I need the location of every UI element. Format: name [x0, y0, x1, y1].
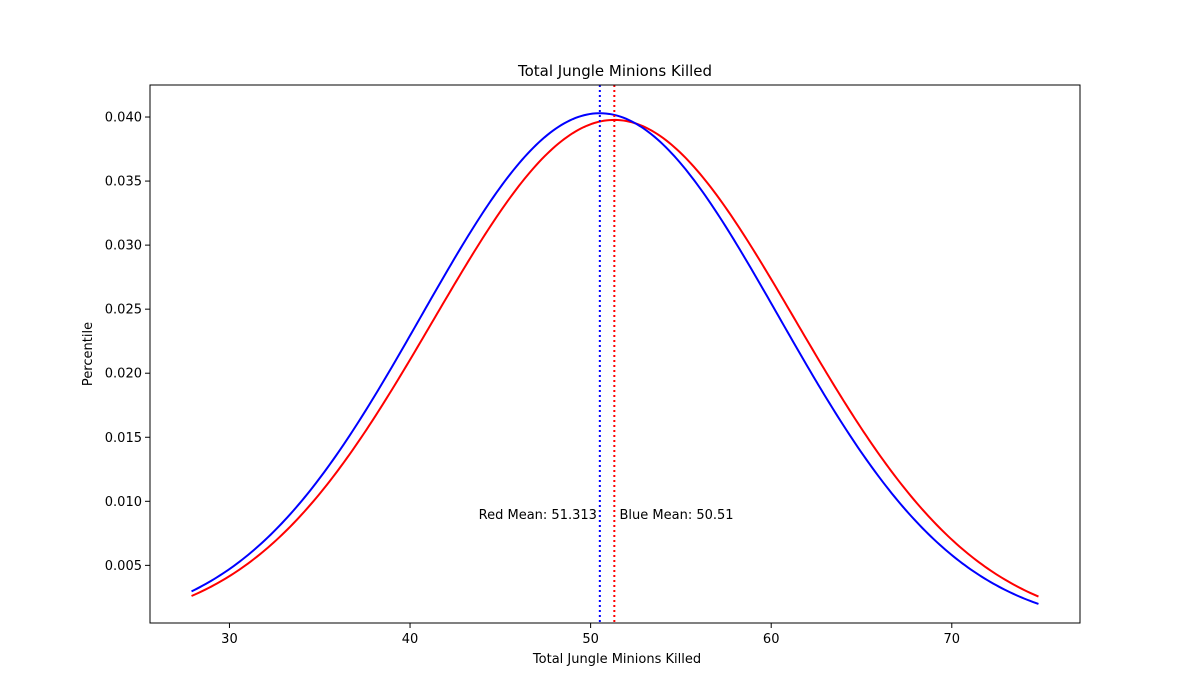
- x-tick-label: 30: [221, 632, 238, 647]
- y-tick-label: 0.005: [105, 559, 142, 574]
- y-tick-label: 0.020: [105, 367, 142, 382]
- plot-frame: [149, 84, 1081, 624]
- y-tick-label: 0.035: [105, 175, 142, 190]
- x-axis-label: Total Jungle Minions Killed: [532, 652, 701, 667]
- y-tick-label: 0.025: [105, 303, 142, 318]
- chart-title: Total Jungle Minions Killed: [517, 62, 712, 80]
- y-axis-label: Percentile: [81, 322, 96, 386]
- x-tick-label: 70: [944, 632, 961, 647]
- annotations-layer: Red Mean: 51.313 Blue Mean: 50.51: [479, 508, 734, 523]
- plot-background: [150, 85, 1080, 623]
- mean-annotation-1: Blue Mean: 50.51: [620, 508, 734, 523]
- y-tick-label: 0.030: [105, 239, 142, 254]
- plot-area: Red Mean: 51.313 Blue Mean: 50.51: [149, 84, 1081, 624]
- x-axis: 30 40 50 60 70: [221, 623, 960, 647]
- x-tick-label: 50: [582, 632, 599, 647]
- mean-annotation-0: Red Mean: 51.313: [479, 508, 597, 523]
- y-tick-label: 0.040: [105, 111, 142, 126]
- y-tick-label: 0.010: [105, 495, 142, 510]
- series-line-0: [191, 118, 1039, 598]
- x-tick-label: 60: [763, 632, 780, 647]
- y-axis: 0.005 0.010 0.015 0.020 0.025 0.030 0.035 0.040: [105, 111, 150, 574]
- y-tick-label: 0.015: [105, 431, 142, 446]
- x-tick-label: 40: [402, 632, 419, 647]
